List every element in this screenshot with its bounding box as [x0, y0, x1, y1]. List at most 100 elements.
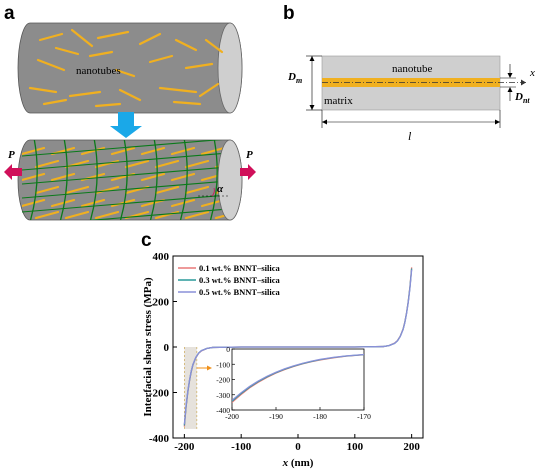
- helix-ring: [149, 140, 158, 220]
- helix-wire: [87, 208, 232, 220]
- inset-pointer-arrow-icon: [207, 365, 212, 371]
- fiber: [110, 198, 136, 208]
- fiber: [64, 185, 90, 195]
- helical-winding: [0, 138, 277, 222]
- angle-label: α: [217, 183, 224, 195]
- helix-wire: [22, 180, 232, 199]
- fiber: [80, 198, 106, 208]
- matrix-label: matrix: [324, 95, 353, 107]
- helix-ring: [29, 140, 38, 220]
- legend-entry-2: 0.3 wt.% BNNT–silica: [199, 275, 281, 285]
- helix-ring: [0, 138, 7, 222]
- dnt-label: Dnt: [514, 91, 530, 105]
- fiber: [148, 54, 174, 64]
- y-tick-label: 0: [164, 342, 170, 354]
- inset-series-line-3: [232, 353, 364, 401]
- fiber: [184, 159, 210, 169]
- cylinder-top: nanotubes: [17, 22, 243, 114]
- angle-arc: [211, 187, 215, 197]
- fiber: [184, 185, 210, 195]
- x-axis-title: x (nm): [282, 457, 314, 469]
- panel-b: b x nanotube matrix Dm Dnt l: [283, 3, 535, 143]
- fiber: [124, 159, 150, 169]
- fiber: [88, 50, 114, 58]
- fiber: [204, 38, 224, 54]
- panel-a-letter: a: [4, 3, 15, 24]
- helix-ring: [209, 140, 218, 220]
- fiber: [200, 146, 226, 156]
- fiber: [94, 102, 122, 108]
- inset-y-tick-label: -300: [216, 391, 230, 400]
- y-tick-label: -200: [149, 388, 170, 400]
- helix-ring: [119, 140, 128, 220]
- legend-entry-1: 0.1 wt.% BNNT–silica: [199, 263, 281, 273]
- force-arrow-right-icon: [240, 164, 256, 180]
- fiber: [184, 62, 214, 70]
- helix-wire: [22, 152, 232, 171]
- fiber: [184, 210, 210, 220]
- helix-ring: [89, 140, 98, 220]
- fiber: [170, 146, 196, 156]
- fiber: [42, 98, 68, 106]
- dnt-arrow-bottom-icon: [507, 87, 513, 92]
- legend-entry-3: 0.5 wt.% BNNT–silica: [199, 287, 281, 297]
- dm-label: Dm: [287, 71, 302, 85]
- transition-arrow-icon: [110, 112, 142, 138]
- fiber: [170, 172, 196, 182]
- y-tick-label: 200: [153, 297, 170, 309]
- inset-y-tick-label: -400: [216, 406, 230, 415]
- fiber: [28, 86, 58, 94]
- fiber: [68, 90, 102, 98]
- series-group: [183, 267, 413, 427]
- x-tick-label: 200: [403, 441, 420, 453]
- cylinder-bottom: α: [0, 138, 277, 222]
- nanotubes-label: nanotubes: [76, 65, 121, 77]
- fiber: [50, 198, 76, 208]
- force-label-right: P: [246, 149, 253, 161]
- x-tick-label: -100: [231, 441, 252, 453]
- fiber: [70, 28, 94, 48]
- dnt-arrow-top-icon: [507, 73, 513, 78]
- fiber: [96, 30, 130, 40]
- cylinder-top-cap: [217, 22, 243, 114]
- fiber: [154, 159, 180, 169]
- fiber: [110, 146, 136, 156]
- fiber: [36, 58, 66, 72]
- panel-b-letter: b: [283, 3, 295, 24]
- nanotube-label: nanotube: [392, 63, 432, 75]
- fiber: [64, 210, 90, 220]
- fiber: [140, 146, 166, 156]
- x-tick-label: 0: [295, 441, 301, 453]
- fiber: [158, 86, 198, 94]
- fiber: [38, 32, 64, 42]
- panel-a: a nanotubes α P P: [0, 3, 277, 222]
- inset-x-tick-label: -180: [313, 412, 327, 421]
- chart-legend: 0.1 wt.% BNNT–silica 0.3 wt.% BNNT–silica…: [178, 263, 281, 297]
- fiber: [22, 198, 46, 208]
- fiber: [50, 172, 76, 182]
- inset-region-band: [184, 347, 197, 429]
- y-axis-title: Interfacial shear stress (MPa): [142, 277, 154, 417]
- fiber: [140, 172, 166, 182]
- fiber: [94, 210, 120, 220]
- fiber: [34, 210, 60, 220]
- inset-series-group: [232, 353, 364, 403]
- helix-ring: [270, 138, 277, 222]
- fiber: [154, 185, 180, 195]
- x-tick-label: -200: [174, 441, 195, 453]
- helix-ring: [179, 140, 188, 220]
- inset-x-tick-label: -190: [269, 412, 283, 421]
- inset-chart: -200 -190 -180 -170 -400 -300 -200 -100 0: [216, 345, 371, 421]
- x-label: x: [529, 67, 535, 79]
- x-axis-arrow-icon: [521, 79, 526, 86]
- helix-wire: [22, 140, 223, 157]
- force-label-left: P: [8, 149, 15, 161]
- fiber: [118, 88, 142, 102]
- inset-y-tick-label: 0: [226, 345, 230, 354]
- force-arrow-left-icon: [4, 164, 22, 180]
- fiber: [34, 159, 60, 169]
- fiber: [198, 82, 220, 98]
- y-tick-label: 400: [153, 251, 170, 263]
